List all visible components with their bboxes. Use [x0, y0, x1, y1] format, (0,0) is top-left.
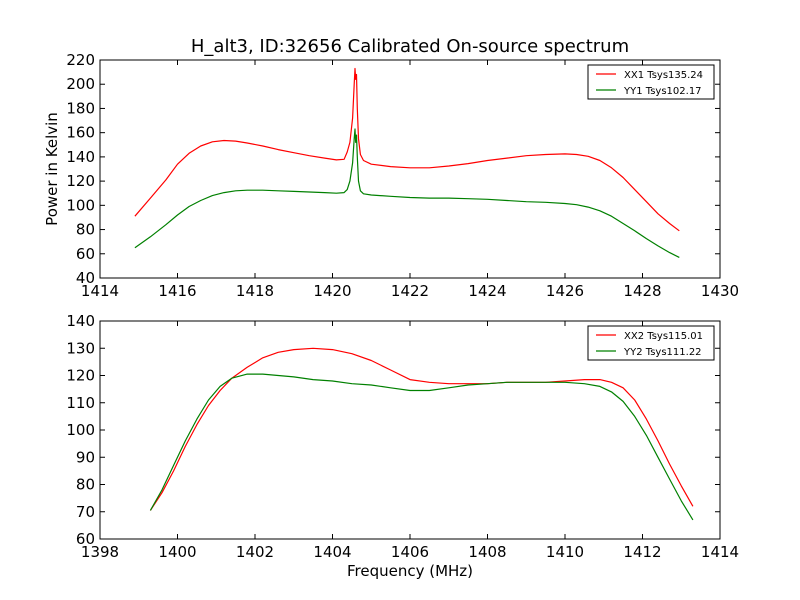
top-panel: 1414 1416 1418 1420 1422 1424 1426 1428 1430 40 60…	[43, 51, 739, 300]
y-tick-label: 130	[66, 339, 95, 357]
x-tick-label: 1416	[158, 282, 196, 300]
y-tick-label: 70	[76, 503, 95, 521]
y-tick-label: 140	[66, 148, 95, 166]
series-line-2	[149, 373, 694, 521]
y-tick-label: 180	[66, 99, 95, 117]
legend-box	[587, 325, 715, 361]
legend-entry: XX2 Tsys115.01	[624, 331, 703, 342]
legend-entry: YY2 Tsys111.22	[623, 347, 702, 358]
y-tick-label: 200	[66, 75, 95, 93]
x-axis-title: Frequency (MHz)	[347, 562, 473, 580]
y-tick-label: 120	[66, 172, 95, 190]
y-tick-label: 90	[76, 448, 95, 466]
y-tick-label: 220	[66, 51, 95, 69]
series-line-1	[134, 67, 680, 232]
x-tick-label: 1398	[81, 543, 119, 561]
x-tick-label: 1422	[391, 282, 429, 300]
y-tick-label: 100	[66, 196, 95, 214]
figure-title: H_alt3, ID:32656 Calibrated On-source sp…	[191, 36, 629, 57]
y-tick-label: 80	[76, 476, 95, 494]
y-tick-label: 140	[66, 312, 95, 330]
x-tick-label: 1408	[468, 543, 506, 561]
y-tick-label: 60	[76, 245, 95, 263]
y-tick-label: 120	[66, 367, 95, 385]
x-tick-label: 1428	[623, 282, 661, 300]
x-tick-label: 1400	[158, 543, 196, 561]
x-tick-label: 1412	[623, 543, 661, 561]
y-axis-title: Power in Kelvin	[43, 112, 61, 226]
x-tick-label: 1410	[546, 543, 584, 561]
x-tick-label: 1424	[468, 282, 506, 300]
series-line-2	[134, 128, 680, 258]
y-tick-label: 100	[66, 421, 95, 439]
y-tick-label: 110	[66, 394, 95, 412]
y-tick-label: 40	[76, 269, 95, 287]
legend-entry: YY1 Tsys102.17	[623, 86, 702, 97]
x-tick-label: 1406	[391, 543, 429, 561]
y-tick-label: 60	[76, 530, 95, 548]
x-tick-label: 1404	[313, 543, 351, 561]
x-tick-label: 1426	[546, 282, 584, 300]
x-tick-label: 1418	[236, 282, 274, 300]
x-tick-label: 1430	[701, 282, 739, 300]
x-tick-label: 1414	[701, 543, 739, 561]
bottom-panel: 1398 1400 1402 1404 1406 1408 1410 1412 1414 60 70…	[66, 312, 739, 580]
legend: XX1 Tsys135.24 YY1 Tsys102.17	[587, 64, 715, 100]
x-tick-label: 1414	[81, 282, 119, 300]
x-tick-label: 1420	[313, 282, 351, 300]
y-tick-label: 160	[66, 124, 95, 142]
y-tick-label: 80	[76, 221, 95, 239]
legend-box	[587, 64, 715, 100]
x-tick-label: 1402	[236, 543, 274, 561]
legend-entry: XX1 Tsys135.24	[624, 70, 703, 81]
series-line-1	[149, 347, 694, 511]
legend: XX2 Tsys115.01 YY2 Tsys111.22	[587, 325, 715, 361]
